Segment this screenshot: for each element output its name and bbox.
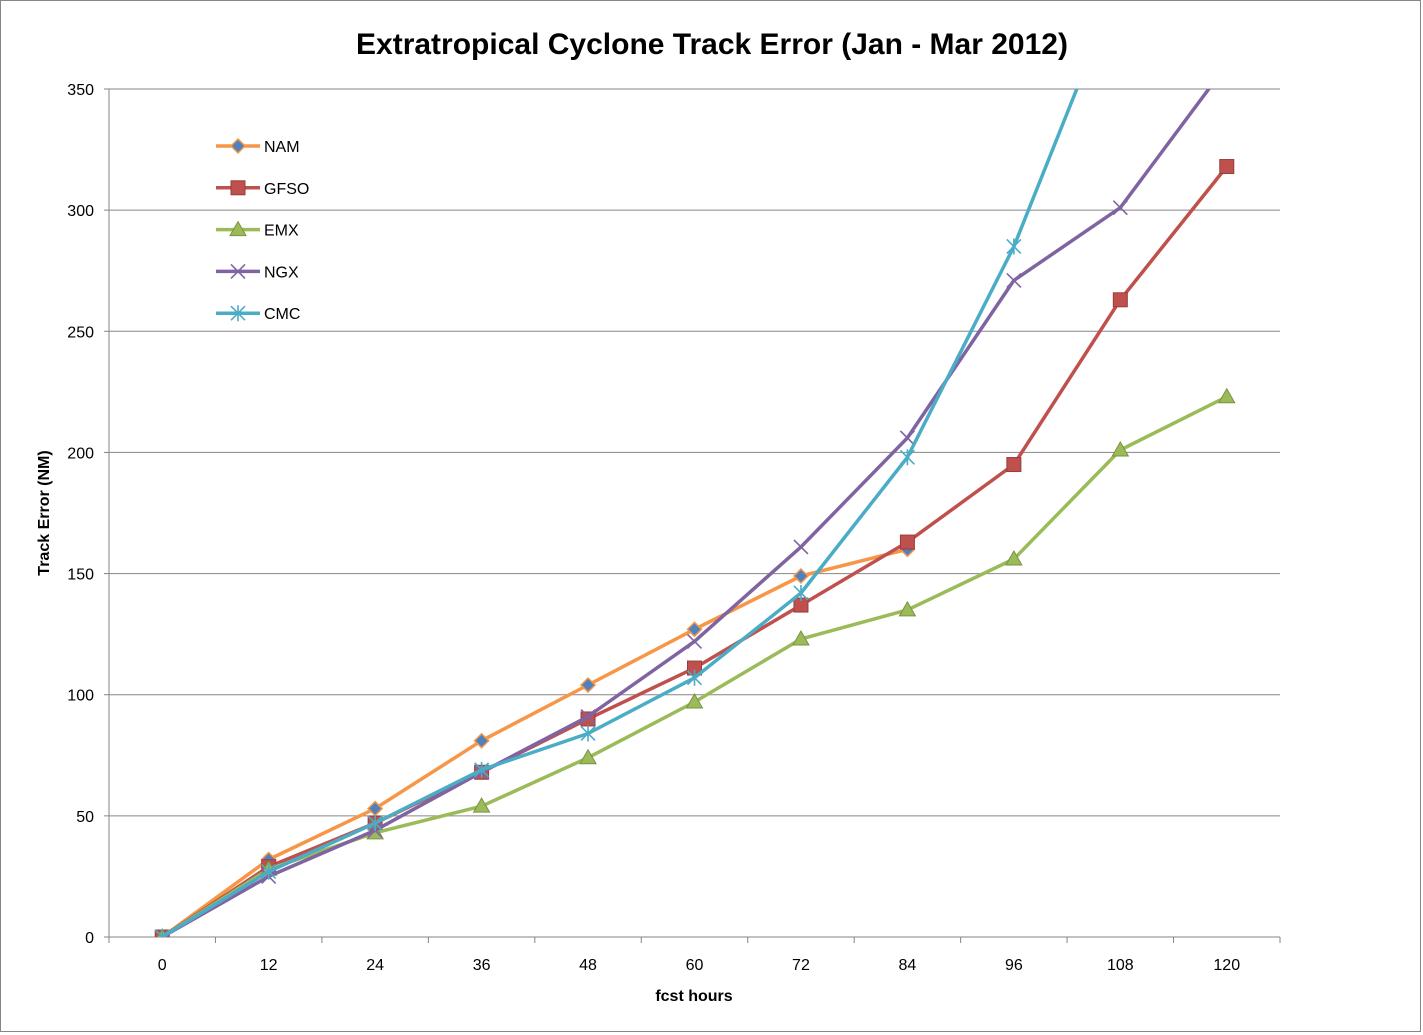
x-axis-title: fcst hours [655, 988, 732, 1005]
legend-item-cmc: CMC [216, 305, 300, 323]
y-tick-label: 350 [67, 82, 94, 99]
legend-label: NGX [264, 264, 299, 281]
x-tick-label: 0 [158, 957, 167, 974]
x-tick-label: 108 [1107, 957, 1134, 974]
legend-marker-nam [229, 137, 247, 155]
data-point-cmc [367, 815, 383, 832]
data-point-emx [1217, 387, 1236, 404]
x-tick-label: 120 [1213, 957, 1240, 974]
x-tick-label: 96 [1005, 957, 1023, 974]
legend-marker-ngx [230, 263, 246, 279]
legend-label: CMC [264, 306, 300, 323]
series-line-ngx [161, 89, 1211, 937]
legend-label: NAM [264, 139, 300, 156]
y-tick-label: 0 [85, 930, 94, 947]
x-tick-label: 12 [260, 957, 278, 974]
data-point-emx [1004, 550, 1023, 566]
data-point-emx [472, 797, 491, 813]
series-gfso [154, 159, 1235, 937]
legend-marker-gfso [230, 180, 246, 196]
x-tick-label: 84 [899, 957, 917, 974]
legend-label: GFSO [264, 181, 309, 198]
data-point-cmc [154, 929, 170, 937]
data-point-cmc [261, 863, 277, 880]
data-point-ngx [580, 708, 596, 725]
data-point-nam [473, 732, 490, 749]
x-tick-label: 24 [366, 957, 384, 974]
legend: NAM GFSO EMX NGX CMC [216, 137, 309, 323]
axes: 0 50 100 150 200 250 300 350 0 12 24 36 48 60 72 84 96 10… [67, 82, 1281, 974]
legend-item-ngx: NGX [216, 263, 299, 281]
y-tick-label: 250 [67, 324, 94, 341]
data-point-emx [579, 748, 597, 765]
legend-item-gfso: GFSO [216, 180, 309, 198]
data-point-cmc [899, 449, 915, 466]
series-line-cmc [161, 89, 1079, 937]
data-point-cmc [793, 584, 809, 601]
y-axis-title: Track Error (NM) [36, 450, 53, 575]
data-point-nam [686, 621, 703, 638]
data-point-gfso [1006, 457, 1022, 473]
y-tick-label: 100 [67, 688, 94, 705]
data-point-gfso [1112, 292, 1128, 308]
data-point-ngx [793, 539, 809, 555]
legend-marker-cmc [230, 305, 246, 322]
x-tick-label: 60 [686, 957, 704, 974]
data-point-gfso [899, 534, 915, 550]
data-point-ngx [1220, 58, 1234, 72]
series-line-gfso [161, 165, 1229, 937]
data-point-cmc [1006, 238, 1022, 255]
data-point-ngx [899, 430, 915, 446]
data-point-emx [898, 600, 917, 617]
data-point-ngx [686, 633, 703, 649]
y-tick-label: 50 [76, 809, 94, 826]
x-tick-label: 36 [473, 957, 491, 974]
data-point-nam [579, 676, 597, 694]
data-point-cmc [474, 761, 490, 778]
y-tick-label: 150 [67, 567, 94, 584]
data-point-gfso [1219, 159, 1235, 175]
legend-label: EMX [264, 223, 299, 240]
gridlines [109, 88, 1280, 817]
x-tick-label: 72 [792, 957, 810, 974]
data-point-emx [792, 629, 810, 646]
legend-item-nam: NAM [216, 137, 300, 156]
legend-marker-emx [229, 220, 247, 237]
series-line-nam [161, 547, 908, 937]
chart-title: Extratropical Cyclone Track Error (Jan -… [356, 28, 1068, 61]
data-point-ngx [1112, 200, 1128, 216]
data-point-ngx [1006, 272, 1022, 288]
series-layer [154, 58, 1236, 937]
series-cmc [154, 89, 1079, 937]
data-point-cmc [686, 669, 703, 686]
legend-item-emx: EMX [216, 220, 299, 240]
x-tick-label: 48 [579, 957, 597, 974]
y-tick-label: 200 [67, 445, 94, 462]
data-point-nam [792, 567, 810, 585]
data-point-emx [1111, 440, 1130, 457]
y-tick-label: 300 [67, 203, 94, 220]
data-point-cmc [580, 725, 596, 742]
data-point-emx [685, 692, 704, 709]
